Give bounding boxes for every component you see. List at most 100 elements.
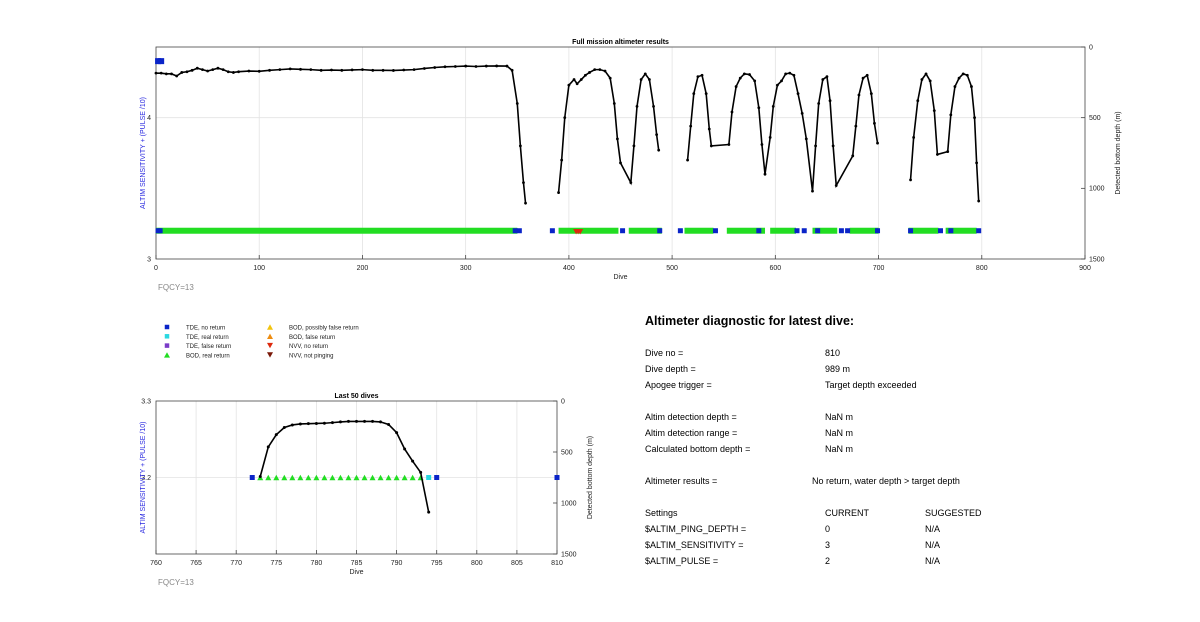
x-tick-label: 800 [976,265,988,272]
bod-real-return-band [849,227,879,234]
bod-real-return-band [908,227,939,234]
x-tick-label: 760 [150,560,162,567]
y-left-tick-label: 3 [147,256,151,263]
bottom-depth-point [876,141,879,145]
diagnostic-title: Altimeter diagnostic for latest dive: [645,314,855,328]
bottom-depth-point [330,68,333,72]
bottom-depth-point [381,68,385,72]
tde-no-return-marker [976,228,982,234]
diag-row-10-extra: N/A [925,556,941,566]
bottom-depth-point [639,78,643,81]
tde-no-return-marker [157,228,163,234]
bod-real-return-marker [337,474,344,481]
tde-no-return-marker [875,228,881,234]
legend-label: BOD, possibly false return [289,326,359,332]
bottom-depth-point [861,76,865,80]
bottom-depth-point [689,124,693,128]
bottom-depth-point [154,71,158,75]
legend-marker-triangle-up [267,333,273,339]
diag-row-9-extra: N/A [925,540,941,550]
bottom-depth-point [557,191,560,194]
tde-no-return-marker [801,228,807,234]
tde-no-return-marker [677,228,683,234]
bottom-depth-point [619,161,622,165]
diag-row-9-value: 3 [825,540,831,550]
bottom-depth-point [232,71,235,74]
bottom-depth-point [612,102,616,105]
bottom-depth-point [730,110,734,114]
x-tick-label: 805 [511,560,523,567]
legend-marker-triangle-down [267,352,273,358]
bottom-depth-point [753,79,757,83]
bottom-depth-point [175,74,179,78]
x-tick-label: 0 [154,265,158,272]
tde-no-return-marker [549,228,555,234]
legend-marker-triangle-up [164,352,170,358]
bottom-depth-point [201,68,204,72]
bottom-depth-point [814,144,817,148]
bottom-depth-point [371,68,375,72]
tde-no-return-marker [845,228,851,234]
bottom-depth-point [237,70,240,74]
bottom-depth-point [686,158,689,162]
y-right-tick-label: 0 [1089,44,1093,51]
bottom-depth-line [156,65,527,204]
bottom-depth-point [395,431,399,435]
bottom-depth-point [924,72,928,76]
tde-no-return-marker [712,228,718,234]
bottom-depth-point [792,73,796,77]
bottom-depth-point [834,184,838,187]
bottom-depth-point [977,199,981,203]
bottom-depth-point [655,133,659,137]
tde-no-return-marker [620,228,626,234]
legend-label: BOD, false return [289,335,335,341]
bottom-depth-point [796,92,800,96]
diag-row-8-value: 0 [825,524,831,534]
bottom-depth-point [734,85,738,88]
bottom-depth-point [629,181,633,185]
bottom-depth-point [216,66,220,70]
bod-real-return-marker [377,474,384,481]
diag-row-10-value: 2 [825,556,831,566]
legend-label: NVV, not pinging [289,353,333,359]
bottom-depth-point [928,79,932,83]
y-right-tick-label: 0 [561,398,565,405]
legend-label: BOD, real return [186,353,230,359]
bottom-depth-line [259,420,430,513]
bottom-depth-point [784,72,788,76]
x-tick-label: 100 [253,265,265,272]
bottom-depth-point [603,69,607,73]
bottom-depth-point [831,144,835,148]
legend-marker-square [164,334,170,339]
bod-real-return-marker [353,474,360,481]
tde-no-return-marker [657,228,663,234]
bod-real-return-band [812,227,838,234]
diag-row-0-label: Dive no = [645,348,684,358]
bottom-depth-point [975,161,979,165]
bottom-depth-point [916,99,920,103]
nvv-no-return-marker [577,229,584,235]
bottom-depth-point [949,113,953,117]
bottom-depth-point [515,102,519,105]
bottom-depth-point [298,422,302,426]
chart-title: Full mission altimeter results [572,39,669,46]
bottom-depth-line [686,72,879,192]
chart-title: Last 50 dives [335,393,379,400]
legend-label: TDE, real return [186,335,229,341]
legend-marker-triangle-down [267,342,273,349]
bottom-depth-point [510,68,514,72]
bottom-depth-point [195,66,199,70]
bottom-depth-point [588,71,591,74]
bottom-depth-point [704,92,708,96]
bottom-depth-point [567,83,571,87]
bottom-depth-point [932,109,936,112]
bottom-depth-point [443,65,447,69]
diag-row-4-value: NaN m [825,428,854,438]
bottom-depth-point [306,422,310,426]
bottom-depth-point [953,85,957,88]
x-tick-label: 795 [431,560,443,567]
bottom-depth-point [164,72,168,76]
bottom-depth-point [817,102,821,105]
bottom-depth-point [282,426,286,430]
bottom-depth-point [159,71,163,75]
